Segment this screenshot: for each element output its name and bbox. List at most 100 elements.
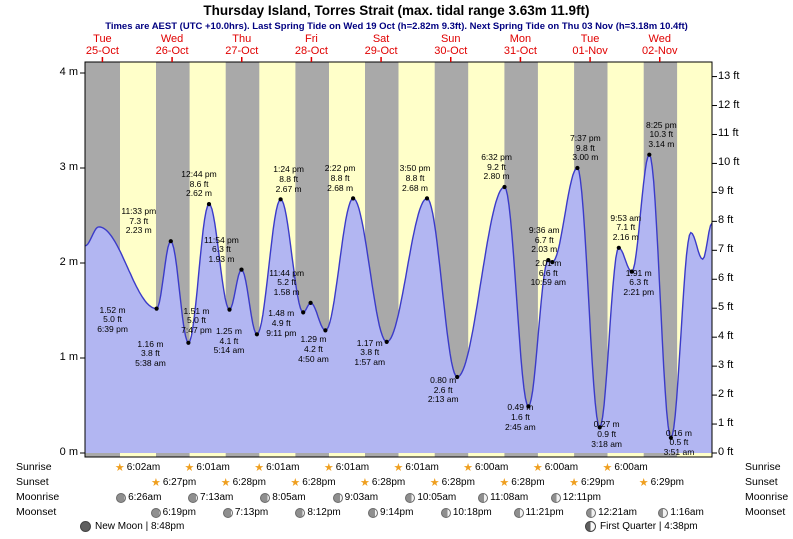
tide-extreme-dot (323, 328, 328, 333)
moon-phase-label: First Quarter | 4:38pm (600, 521, 698, 532)
sunset-time: ★ 6:28pm (290, 477, 335, 488)
y-axis-right-label: 8 ft (718, 214, 734, 227)
sunrise-time: ★ 6:00am (533, 462, 578, 473)
astro-time-label: 10:05am (417, 492, 457, 503)
astro-time-label: 6:29pm (580, 477, 615, 488)
astro-time-label: 6:28pm (371, 477, 406, 488)
tide-area (85, 154, 712, 453)
tide-annotation-low: 1.52 m 5.0 ft 6:39 pm (97, 304, 128, 334)
moon-phase-label: New Moon | 8:48pm (95, 521, 185, 532)
sun-star-icon: ★ (184, 461, 195, 474)
day-label: Tue 25-Oct (85, 33, 119, 57)
tide-extreme-dot (239, 267, 244, 272)
tide-annotation-high: 9:53 am 7.1 ft 2.16 m (610, 212, 642, 242)
astro-time-label: 7:13pm (234, 507, 269, 518)
moon-icon (222, 507, 233, 518)
astro-time-label: 6:01am (405, 462, 439, 473)
first-quarter-icon (585, 521, 596, 532)
astro-time-label: 9:03am (344, 492, 379, 503)
tide-annotation-high: 6:32 pm 9.2 ft 2.80 m (481, 152, 512, 182)
sun-star-icon: ★ (499, 476, 510, 489)
tide-annotation-high: 11:44 pm 5.2 ft 1.58 m (269, 267, 305, 298)
y-axis-right-label: 13 ft (718, 69, 740, 82)
sun-star-icon: ★ (602, 461, 613, 474)
moonset-time: 9:14pm (368, 507, 413, 518)
page-subtitle: Times are AEST (UTC +10.0hrs). Last Spri… (105, 21, 688, 32)
moon-icon (658, 507, 669, 518)
sunset-time: ★ 6:29pm (639, 477, 684, 488)
astro-time-label: 10:18pm (452, 507, 492, 518)
astro-time-label: 6:28pm (232, 477, 266, 488)
moonset-time: 7:13pm (222, 507, 269, 518)
y-axis-left-label: 1 m (59, 351, 78, 363)
tide-annotation-high: 11:54 pm 6.3 ft 1.93 m (204, 234, 239, 264)
moon-icon (116, 492, 127, 503)
day-label: Tue 01-Nov (572, 33, 608, 57)
moon-icon (188, 492, 199, 503)
tide-annotation-high: 11:33 pm 7.3 ft 2.23 m (121, 206, 157, 236)
tide-extreme-dot (647, 152, 652, 157)
astro-time-label: 11:08am (490, 492, 529, 503)
astro-time-label: 11:21pm (525, 507, 564, 518)
moonrise-time: 7:13am (188, 492, 233, 503)
sunset-time: ★ 6:27pm (151, 477, 196, 488)
astro-time-label: 6:00am (544, 462, 579, 473)
tide-extreme-dot (502, 184, 507, 190)
sun-star-icon: ★ (254, 461, 265, 474)
moonrise-time: 11:08am (478, 492, 528, 503)
sunrise-time: ★ 6:02am (115, 462, 160, 473)
day-label: Sat 29-Oct (364, 33, 398, 57)
tide-annotation-low: 1.51 m 5.0 ft 7:47 pm (181, 305, 212, 335)
sunrise-time: ★ 6:00am (603, 462, 648, 473)
moon-icon (150, 507, 161, 518)
tide-annotation-low: 0.27 m 0.9 ft 3:18 am (591, 419, 623, 449)
sun-star-icon: ★ (638, 476, 649, 489)
astro-time-label: 6:01am (335, 462, 370, 473)
tide-extreme-dot (550, 260, 555, 265)
day-label: Thu 27-Oct (225, 33, 259, 57)
row-label-left-sunrise: Sunrise (16, 461, 52, 473)
moon-icon (332, 492, 343, 503)
tide-extreme-dot (597, 425, 602, 430)
row-label-left-sunset: Sunset (16, 476, 49, 488)
sun-star-icon: ★ (323, 461, 334, 474)
tide-extreme-dot (308, 300, 313, 305)
row-label-right-sunset: Sunset (745, 476, 778, 488)
moon-icon (440, 507, 451, 518)
moon-icon (368, 507, 379, 518)
sunset-time: ★ 6:28pm (430, 477, 475, 488)
astro-time-label: 7:13am (200, 492, 234, 503)
moon-icon (586, 507, 597, 518)
tide-extreme-dot (206, 202, 212, 207)
moonset-time: 10:18pm (440, 507, 492, 518)
moonset-time: 8:12pm (295, 507, 341, 518)
new-moon-icon (80, 521, 91, 532)
tide-extreme-dot (186, 340, 191, 345)
sun-star-icon: ★ (114, 461, 125, 474)
moon-phase-new-moon: New Moon | 8:48pm (80, 521, 184, 532)
tide-extreme-dot (154, 306, 159, 311)
y-axis-right-label: 11 ft (718, 127, 739, 140)
y-axis-right-label: 7 ft (718, 243, 734, 256)
tide-extreme-dot (455, 374, 460, 380)
moon-icon (478, 492, 489, 503)
astro-time-label: 6:29pm (650, 477, 684, 488)
astro-time-label: 6:19pm (162, 507, 196, 518)
moonrise-time: 10:05am (405, 492, 456, 503)
tide-annotation-high: 2:22 pm 8.8 ft 2.68 m (324, 163, 356, 193)
tide-extreme-dot (546, 258, 551, 263)
sun-star-icon: ★ (220, 476, 231, 489)
moon-icon (550, 492, 561, 503)
astro-time-label: 6:28pm (511, 477, 545, 488)
y-axis-right-label: 12 ft (718, 98, 740, 111)
day-label: Wed 02-Nov (642, 33, 678, 57)
astro-time-label: 6:00am (475, 462, 509, 473)
astro-time-label: 6:00am (614, 462, 648, 473)
astro-time-label: 6:01am (196, 462, 230, 473)
moonrise-time: 12:11pm (550, 492, 601, 503)
tide-annotation-low: 0.16 m 0.5 ft 3:51 am (663, 427, 695, 457)
tide-extreme-dot (629, 269, 634, 274)
y-axis-left-label: 2 m (59, 256, 78, 268)
